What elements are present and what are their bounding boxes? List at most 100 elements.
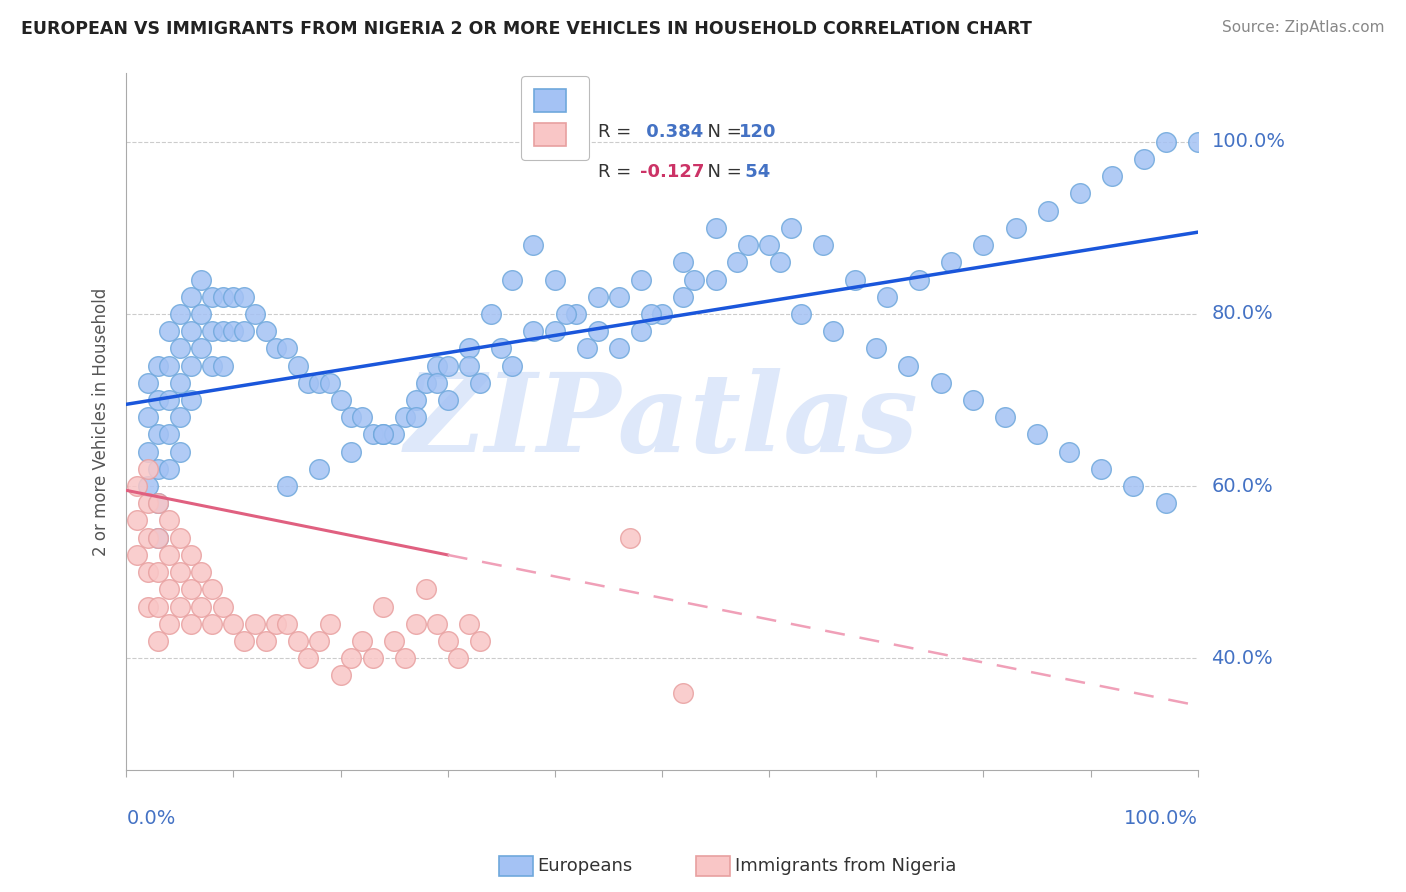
Point bbox=[962, 392, 984, 407]
Point bbox=[276, 616, 298, 631]
Point bbox=[554, 307, 576, 321]
Point bbox=[1026, 427, 1049, 442]
Point bbox=[180, 392, 202, 407]
Point bbox=[704, 272, 727, 286]
Point bbox=[319, 616, 342, 631]
Point bbox=[373, 427, 395, 442]
Point bbox=[148, 496, 170, 510]
Point bbox=[148, 565, 170, 579]
Point bbox=[468, 376, 491, 390]
Point bbox=[382, 427, 405, 442]
Point bbox=[157, 359, 180, 373]
Text: EUROPEAN VS IMMIGRANTS FROM NIGERIA 2 OR MORE VEHICLES IN HOUSEHOLD CORRELATION : EUROPEAN VS IMMIGRANTS FROM NIGERIA 2 OR… bbox=[21, 20, 1032, 37]
Point bbox=[201, 324, 224, 338]
Point bbox=[811, 238, 834, 252]
Point bbox=[157, 427, 180, 442]
Point bbox=[340, 651, 363, 665]
Point bbox=[190, 272, 212, 286]
Point bbox=[865, 342, 887, 356]
Point bbox=[436, 392, 458, 407]
Text: ZIPatlas: ZIPatlas bbox=[405, 368, 920, 475]
Point bbox=[266, 342, 288, 356]
Point bbox=[468, 634, 491, 648]
Point bbox=[233, 290, 256, 304]
Point bbox=[211, 599, 233, 614]
Point bbox=[941, 255, 963, 269]
Point bbox=[426, 616, 449, 631]
Point bbox=[222, 616, 245, 631]
Point bbox=[180, 582, 202, 597]
Point bbox=[1187, 135, 1209, 149]
Point bbox=[972, 238, 994, 252]
Point bbox=[148, 462, 170, 476]
Legend: , : , bbox=[520, 76, 589, 160]
Point bbox=[575, 342, 598, 356]
Point bbox=[157, 548, 180, 562]
Point bbox=[458, 342, 481, 356]
Point bbox=[297, 651, 319, 665]
Point bbox=[491, 342, 513, 356]
Point bbox=[308, 634, 330, 648]
Point bbox=[405, 392, 427, 407]
Point bbox=[180, 548, 202, 562]
Point bbox=[222, 290, 245, 304]
Point bbox=[458, 616, 481, 631]
Point bbox=[276, 342, 298, 356]
Point bbox=[233, 634, 256, 648]
Point bbox=[522, 324, 544, 338]
Point bbox=[1069, 186, 1091, 201]
Point bbox=[1133, 152, 1156, 166]
Point bbox=[148, 496, 170, 510]
Point bbox=[672, 685, 695, 699]
Point bbox=[211, 324, 233, 338]
Point bbox=[157, 462, 180, 476]
Point bbox=[565, 307, 588, 321]
Point bbox=[180, 290, 202, 304]
Text: N =: N = bbox=[696, 123, 748, 141]
Text: 0.0%: 0.0% bbox=[127, 809, 176, 828]
Point bbox=[148, 427, 170, 442]
Point bbox=[125, 548, 148, 562]
Point bbox=[630, 272, 652, 286]
Point bbox=[169, 410, 191, 425]
Point bbox=[929, 376, 952, 390]
Point bbox=[823, 324, 845, 338]
Point bbox=[1057, 444, 1080, 458]
Point bbox=[157, 324, 180, 338]
Point bbox=[607, 290, 630, 304]
Point bbox=[201, 582, 224, 597]
Point bbox=[447, 651, 470, 665]
Point bbox=[426, 359, 449, 373]
Point bbox=[169, 342, 191, 356]
Point bbox=[169, 307, 191, 321]
Point bbox=[136, 531, 159, 545]
Point bbox=[233, 324, 256, 338]
Text: Source: ZipAtlas.com: Source: ZipAtlas.com bbox=[1222, 20, 1385, 35]
Point bbox=[394, 410, 416, 425]
Point bbox=[607, 342, 630, 356]
Point bbox=[405, 616, 427, 631]
Point bbox=[254, 634, 277, 648]
Point bbox=[157, 582, 180, 597]
Point bbox=[287, 359, 309, 373]
Point bbox=[190, 599, 212, 614]
Point bbox=[157, 616, 180, 631]
Point bbox=[157, 514, 180, 528]
Text: Europeans: Europeans bbox=[537, 857, 633, 875]
Text: 100.0%: 100.0% bbox=[1123, 809, 1198, 828]
Point bbox=[672, 255, 695, 269]
Point bbox=[544, 324, 567, 338]
Text: N =: N = bbox=[696, 163, 748, 181]
Point bbox=[1154, 135, 1177, 149]
Point bbox=[136, 479, 159, 493]
Text: 40.0%: 40.0% bbox=[1212, 648, 1274, 668]
Y-axis label: 2 or more Vehicles in Household: 2 or more Vehicles in Household bbox=[93, 287, 110, 556]
Point bbox=[222, 324, 245, 338]
Point bbox=[169, 565, 191, 579]
Point bbox=[169, 444, 191, 458]
Text: 60.0%: 60.0% bbox=[1212, 476, 1274, 496]
Point bbox=[319, 376, 342, 390]
Point bbox=[522, 238, 544, 252]
Point bbox=[243, 307, 266, 321]
Point bbox=[1101, 169, 1123, 184]
